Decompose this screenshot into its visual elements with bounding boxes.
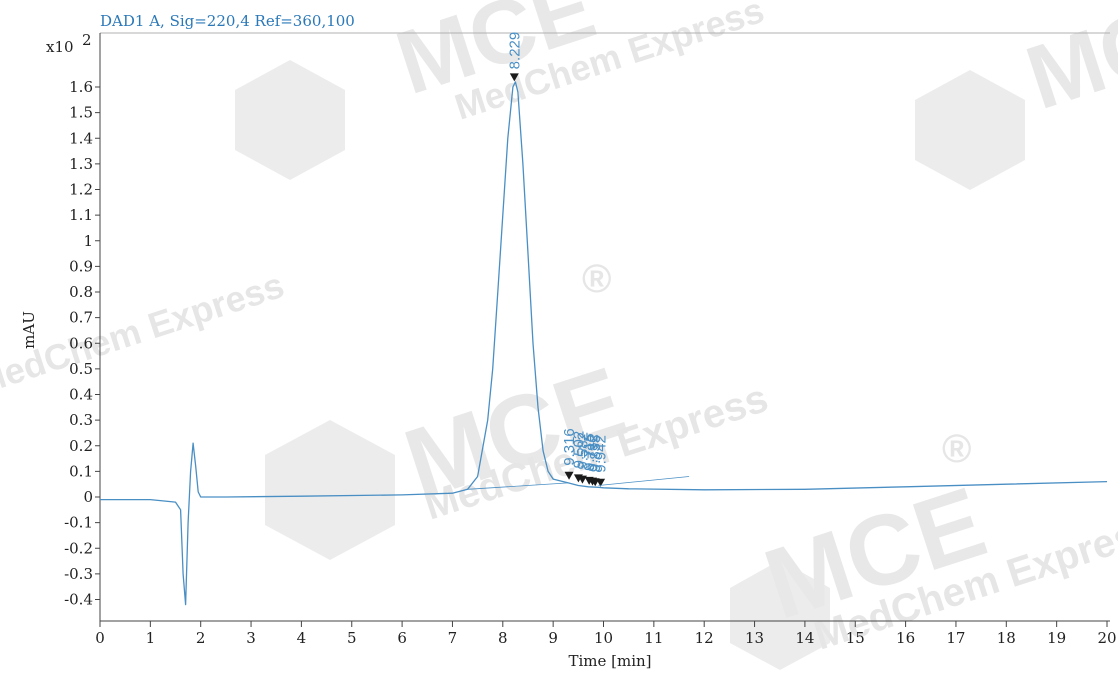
y-tick-label: 1.6 [69,78,93,96]
y-multiplier-label: x10 [46,38,74,56]
x-tick-label: 16 [896,629,915,647]
x-tick-label: 20 [1097,629,1116,647]
y-tick-label: 0 [83,488,93,506]
x-tick-label: 7 [448,629,458,647]
y-tick-label: 0.6 [69,334,93,352]
y-multiplier-exponent: 2 [82,31,92,49]
y-tick-label: 0.1 [69,462,93,480]
x-tick-label: 1 [146,629,156,647]
x-tick-label: 5 [347,629,357,647]
integration-tail [598,476,690,486]
y-tick-label: 0.5 [69,360,93,378]
y-tick-label: 1.4 [69,129,93,147]
watermark-registered-mark: ® [942,427,971,471]
x-axis-title: Time [min] [568,652,651,670]
y-tick-label: 0.2 [69,437,93,455]
x-tick-label: 18 [997,629,1016,647]
y-tick-label: 0.7 [69,309,93,327]
x-tick-label: 15 [846,629,865,647]
peak-marker-triangle [564,471,574,480]
x-tick-label: 17 [946,629,965,647]
peak-marker-triangle [596,478,606,487]
signal-trace [100,81,1108,606]
peak-label: 9.582 [574,432,591,470]
x-tick-label: 2 [196,629,206,647]
watermark-brand: MCE [1015,0,1118,129]
y-tick-label: -0.1 [64,514,93,532]
y-tick-label: 1.5 [69,104,93,122]
peak-label: 9.782 [585,434,602,472]
peak-label: 9.715 [581,433,598,471]
integration-baseline [467,482,569,490]
y-tick-label: 0.8 [69,283,93,301]
signal-line [100,81,1108,606]
y-tick-label: -0.3 [64,565,93,583]
watermark-hexagon-logo [235,60,1025,670]
watermark-registered-mark: ® [582,257,611,301]
y-tick-label: -0.4 [64,591,93,609]
y-axis-title: mAU [20,311,38,349]
x-tick-label: 19 [1047,629,1066,647]
x-tick-label: 13 [745,629,764,647]
y-tick-label: 1.1 [69,206,93,224]
peak-label: 9.942 [593,435,610,473]
x-tick-label: 11 [644,629,663,647]
y-tick-label: 0.4 [69,386,93,404]
peak-marker-triangle [509,73,519,82]
x-tick-label: 10 [594,629,613,647]
x-tick-label: 4 [297,629,307,647]
y-tick-label: 1 [83,232,93,250]
x-tick-label: 8 [498,629,508,647]
y-tick-label: -0.2 [64,539,93,557]
peak-marker-triangle [577,475,587,484]
x-tick-label: 6 [397,629,407,647]
x-tick-label: 0 [95,629,105,647]
y-tick-label: 0.9 [69,257,93,275]
watermark-company: MedChem Express [0,264,289,403]
x-tick-label: 3 [246,629,256,647]
y-tick-label: 1.3 [69,155,93,173]
x-tick-label: 14 [795,629,814,647]
chart-title: DAD1 A, Sig=220,4 Ref=360,100 [100,12,355,30]
y-tick-label: 1.2 [69,181,93,199]
x-tick-label: 9 [548,629,558,647]
axis-ticks: 0 1 2 3 4 5 6 7 8 9 10 11 12 13 14 15 16 17 18 19 20-0.4-0.3… [64,78,1116,647]
x-tick-label: 12 [695,629,714,647]
peak-label: 9.502 [570,431,587,469]
y-tick-label: 0.3 [69,411,93,429]
peak-label: 9.316 [561,428,578,466]
peak-label: 9.835 [587,435,604,473]
peak-label: 8.229 [506,32,523,70]
